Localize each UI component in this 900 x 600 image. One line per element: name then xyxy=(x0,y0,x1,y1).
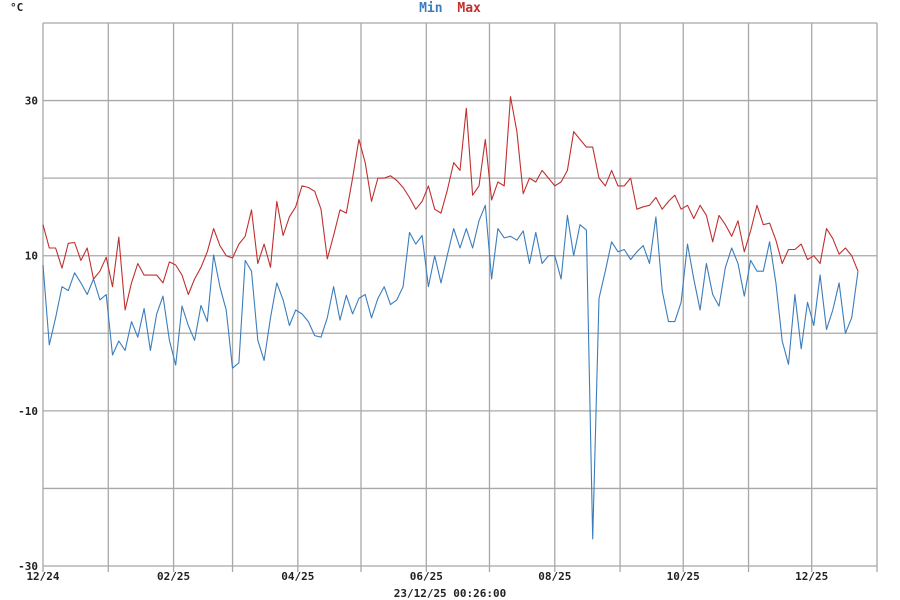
y-tick-label: -10 xyxy=(18,405,38,418)
grid xyxy=(42,22,878,572)
series-line-min xyxy=(42,204,859,540)
y-axis-unit-label: °C xyxy=(10,1,23,14)
x-tick-label: 12/24 xyxy=(26,570,59,583)
y-tick-label: 30 xyxy=(25,95,38,108)
x-axis-tick-labels: 12/24 02/25 04/25 06/25 08/25 10/25 12/25 xyxy=(26,570,828,583)
chart-title: Min Max xyxy=(419,1,481,16)
legend-max: Max xyxy=(457,1,481,16)
x-tick-label: 02/25 xyxy=(157,570,190,583)
timestamp-label: 23/12/25 00:26:00 xyxy=(394,587,507,600)
x-tick-label: 08/25 xyxy=(538,570,571,583)
y-axis-tick-labels: 30 10 -10 -30 xyxy=(18,95,38,573)
y-tick-label: -30 xyxy=(18,560,38,573)
x-tick-label: 06/25 xyxy=(410,570,443,583)
x-tick-label: 10/25 xyxy=(667,570,700,583)
x-tick-label: 04/25 xyxy=(281,570,314,583)
legend-min: Min xyxy=(419,1,442,16)
x-tick-label: 12/25 xyxy=(795,570,828,583)
y-tick-label: 10 xyxy=(25,250,38,263)
series-line-max xyxy=(42,96,859,311)
series-lines xyxy=(42,96,859,540)
